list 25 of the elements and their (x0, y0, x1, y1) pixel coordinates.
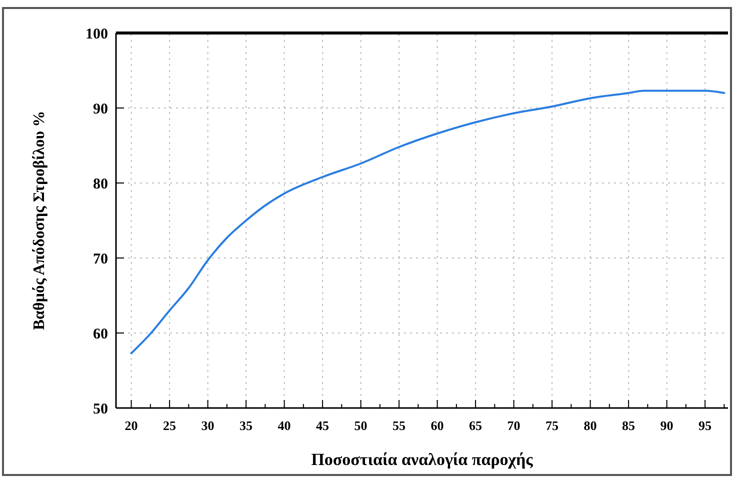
x-tick-label: 70 (507, 418, 520, 433)
y-tick-label: 90 (93, 101, 108, 118)
x-tick-label: 90 (660, 418, 674, 433)
x-tick-label: 60 (430, 418, 444, 433)
x-tick-label: 30 (201, 418, 214, 433)
x-tick-label: 45 (316, 418, 330, 433)
x-tick-label: 50 (354, 418, 368, 433)
line-series (130, 90, 726, 354)
y-tick-label: 70 (93, 251, 108, 268)
x-tick-label: 55 (392, 418, 406, 433)
y-tick-label: 100 (86, 26, 108, 42)
y-axis-title: Βαθμός Απόδοσης Στροβίλου % (31, 110, 48, 330)
x-tick-label: 20 (124, 418, 138, 433)
y-tick-label: 80 (93, 176, 108, 192)
y-tick-label: 50 (93, 401, 108, 418)
x-tick-label: 40 (278, 418, 291, 433)
x-tick-label: 75 (546, 418, 560, 433)
y-tick-label: 60 (93, 326, 108, 342)
x-tick-label: 25 (163, 418, 177, 433)
x-axis-title: Ποσοστιαία αναλογία παροχής (311, 450, 534, 469)
x-tick-label: 65 (469, 418, 483, 433)
x-tick-label: 35 (240, 418, 254, 433)
x-tick-label: 85 (622, 418, 636, 433)
x-tick-label: 95 (698, 418, 712, 433)
x-tick-label: 80 (584, 418, 597, 433)
